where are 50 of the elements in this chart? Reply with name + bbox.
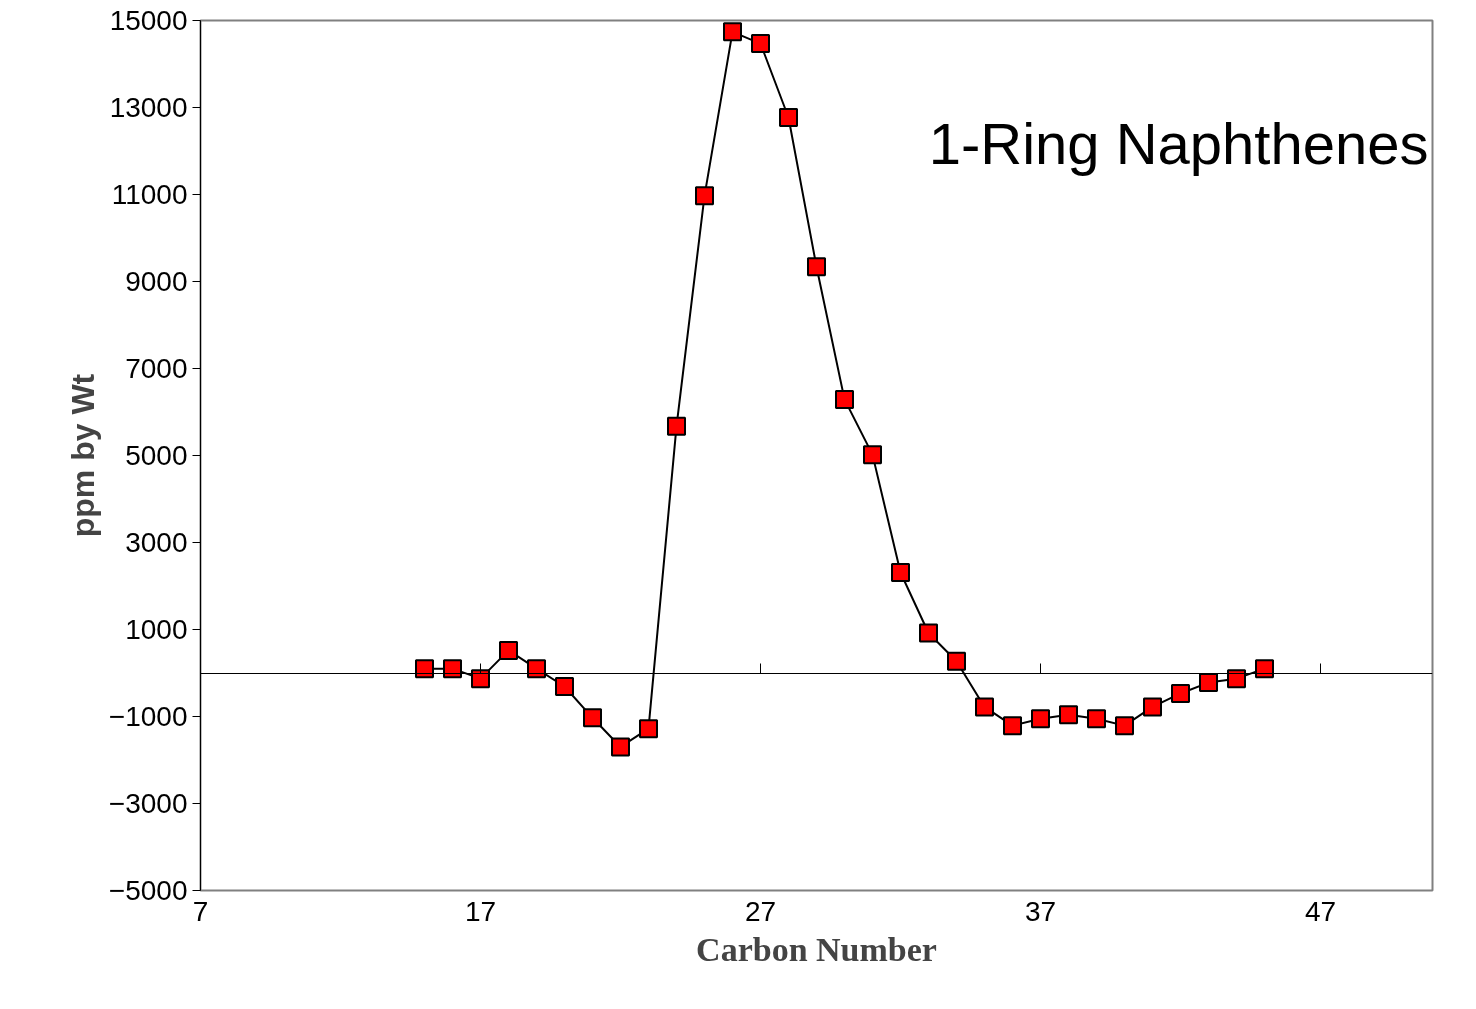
point (919, 623, 938, 643)
point (863, 445, 882, 465)
point (807, 257, 826, 277)
y-tick-label: 11000 (111, 179, 188, 210)
x-tick-label: 27 (744, 895, 777, 927)
point (667, 416, 686, 436)
y-tick-label: −1000 (108, 701, 188, 732)
y-tick-label: −5000 (108, 875, 188, 906)
x-tick-label: 37 (1024, 895, 1057, 927)
point (975, 697, 994, 717)
annotation: 1-Ring Naphthenes (928, 110, 1429, 176)
point (779, 108, 798, 127)
y-tick-label: 13000 (109, 92, 188, 123)
x-tick-label: 17 (464, 895, 497, 927)
point (583, 708, 602, 728)
point (695, 186, 714, 206)
point (499, 640, 518, 660)
y-tick-label: 1000 (125, 614, 188, 645)
y-tick-label: 15000 (109, 5, 188, 36)
point (1227, 669, 1246, 689)
point (415, 659, 434, 679)
point (1143, 697, 1162, 717)
point (1255, 659, 1274, 679)
point (1031, 709, 1050, 729)
y-tick-label: 3000 (125, 527, 188, 558)
point (443, 659, 462, 679)
x-tick-label: 7 (192, 895, 209, 927)
point (1199, 673, 1218, 693)
x-tick-label: 47 (1304, 895, 1337, 927)
point (947, 651, 966, 671)
point (1115, 716, 1134, 736)
point (1171, 683, 1190, 703)
y-tick-label: −3000 (108, 788, 188, 819)
y-axis-title: ppm by Wt (64, 373, 101, 538)
point (1059, 705, 1078, 725)
point (835, 389, 854, 409)
point (751, 34, 770, 54)
y-tick-label: 5000 (125, 440, 188, 471)
point (891, 563, 910, 583)
point (1003, 716, 1022, 736)
y-tick-label: 7000 (125, 353, 188, 384)
point (527, 659, 546, 679)
point (555, 676, 574, 696)
point (611, 737, 630, 757)
point (1087, 709, 1106, 729)
point (471, 669, 490, 689)
x-axis-title: Carbon Number (696, 930, 937, 968)
point (639, 719, 658, 739)
y-tick-label: 9000 (125, 266, 188, 297)
point (723, 22, 742, 42)
